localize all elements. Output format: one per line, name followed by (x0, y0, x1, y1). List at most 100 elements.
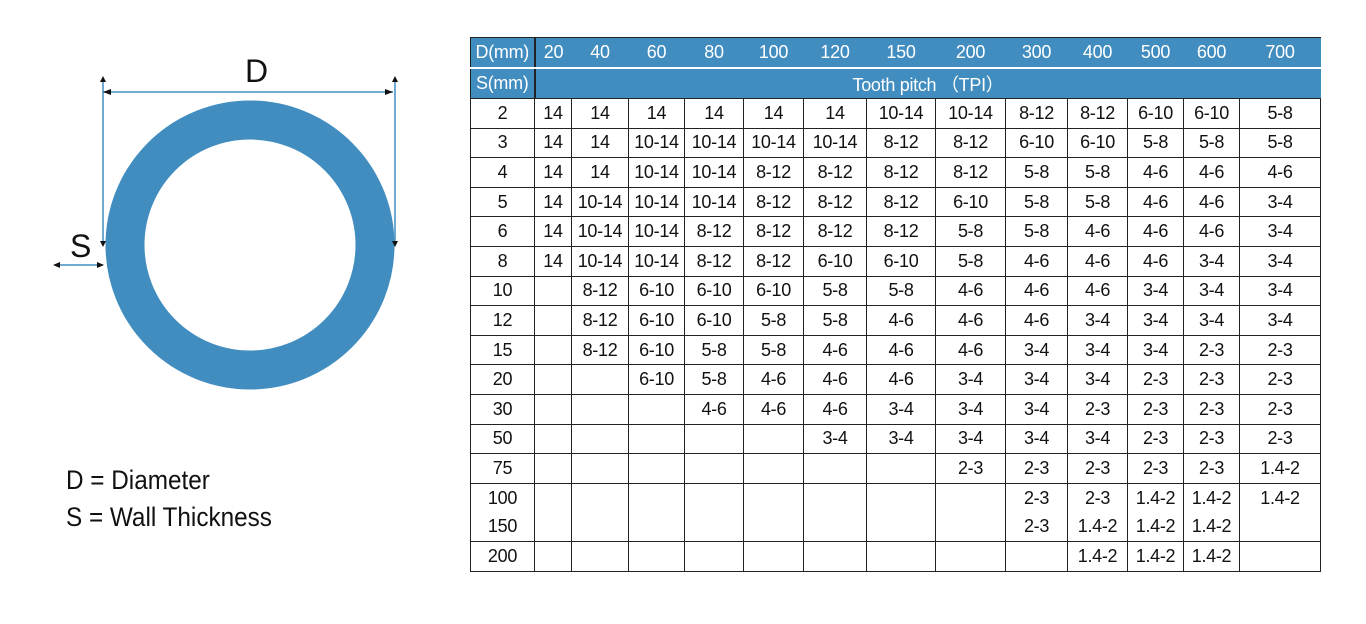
tpi-cell: 6-10 (628, 334, 685, 366)
tpi-cell (803, 453, 867, 484)
tpi-cell: 6-10 (628, 305, 685, 336)
arrowheads (53, 76, 398, 268)
tpi-cell: 4-6 (1005, 275, 1068, 307)
tpi-cell: 2-3 (1183, 453, 1240, 484)
wall-thickness-cell: 30 (470, 393, 535, 425)
tpi-cell: 10-14 (684, 186, 744, 218)
tpi-cell: 10-14 (803, 127, 867, 159)
tpi-cell: 3-4 (1067, 364, 1128, 395)
tpi-cell: 14 (803, 98, 867, 129)
pipe-cross-section-diagram: D S (53, 53, 398, 390)
tpi-cell: 4-6 (1067, 275, 1128, 307)
tpi-cell (684, 482, 744, 513)
tpi-cell: 8-12 (803, 216, 867, 247)
tpi-cell (743, 540, 804, 572)
tpi-cell: 10-14 (571, 245, 629, 277)
tpi-cell: 5-8 (684, 334, 744, 366)
tpi-cell: 14 (684, 98, 744, 129)
tpi-cell: 10-14 (628, 245, 685, 277)
tpi-cell: 4-6 (866, 364, 936, 395)
tpi-cell (534, 453, 572, 484)
tpi-cell: 3-4 (1005, 364, 1068, 395)
table-row: 3 14 14 10-14 10-14 10-14 10-14 8-12 8-12 6-10 6-1… (470, 127, 1321, 159)
tpi-cell: 5-8 (935, 245, 1006, 277)
tpi-cell (534, 482, 572, 513)
tpi-cell: 4-6 (1127, 216, 1184, 247)
tpi-cell: 2-3 (1067, 482, 1128, 513)
tpi-cell: 4-6 (684, 393, 744, 425)
tpi-cell: 8-12 (866, 216, 936, 247)
wall-thickness-label: S (70, 228, 91, 264)
tpi-cell: 6-10 (628, 364, 685, 395)
table-row: 6 14 10-14 10-14 8-12 8-12 8-12 8-12 5-8 5-8 4-6 4-… (470, 216, 1321, 247)
tpi-cell: 4-6 (743, 393, 804, 425)
tpi-cell: 14 (534, 245, 572, 277)
tpi-cell (1005, 540, 1068, 572)
tpi-cell: 1.4-2 (1127, 540, 1184, 572)
tpi-cell: 14 (534, 98, 572, 129)
tpi-cell: 4-6 (803, 364, 867, 395)
tpi-cell: 2-3 (1127, 364, 1184, 395)
tpi-cell: 3-4 (1005, 393, 1068, 425)
tpi-cell: 4-6 (866, 334, 936, 366)
tpi-cell: 1.4-2 (1067, 540, 1128, 572)
wall-thickness-cell: 150 (470, 512, 535, 542)
tpi-cell: 14 (571, 157, 629, 188)
tpi-cell: 8-12 (684, 245, 744, 277)
tpi-cell (743, 453, 804, 484)
tpi-cell: 8-12 (803, 157, 867, 188)
tpi-cell: 1.4-2 (1127, 512, 1184, 542)
tpi-cell: 2-3 (1183, 364, 1240, 395)
tpi-cell: 6-10 (1183, 98, 1240, 129)
tooth-pitch-span-label: Tooth pitch （TPI） (534, 67, 1321, 99)
tpi-cell: 2-3 (1005, 453, 1068, 484)
tpi-cell: 4-6 (1183, 216, 1240, 247)
tpi-cell: 8-12 (1005, 98, 1068, 129)
tpi-cell (866, 482, 936, 513)
tpi-cell: 3-4 (1239, 186, 1321, 218)
table-row: 10 8-12 6-10 6-10 6-10 5-8 5-8 4-6 4-6 4-6 3-4 3-4 3… (470, 275, 1321, 307)
tpi-cell: 4-6 (1127, 186, 1184, 218)
tpi-cell: 6-10 (684, 275, 744, 307)
tpi-cell: 5-8 (1005, 157, 1068, 188)
tpi-cell: 5-8 (803, 275, 867, 307)
wall-thickness-cell: 15 (470, 334, 535, 366)
tpi-cell (684, 423, 744, 455)
tpi-cell: 4-6 (803, 334, 867, 366)
diameter-header: 150 (866, 37, 936, 69)
tpi-cell: 2-3 (1239, 334, 1321, 366)
wall-thickness-cell: 10 (470, 275, 535, 307)
d-header: D(mm) (470, 37, 536, 69)
tpi-cell: 4-6 (935, 305, 1006, 336)
tpi-cell: 2-3 (1183, 334, 1240, 366)
tpi-cell: 2-3 (1183, 423, 1240, 455)
wall-thickness-cell: 3 (470, 127, 535, 159)
tpi-cell: 6-10 (743, 275, 804, 307)
wall-thickness-cell: 2 (470, 98, 535, 129)
tpi-cell: 8-12 (743, 245, 804, 277)
tpi-cell: 5-8 (743, 305, 804, 336)
tpi-cell (743, 482, 804, 513)
tpi-cell: 8-12 (571, 275, 629, 307)
tpi-cell: 3-4 (1127, 305, 1184, 336)
tpi-cell: 5-8 (1005, 186, 1068, 218)
tpi-cell: 2-3 (1005, 482, 1068, 513)
tpi-cell (628, 393, 685, 425)
legend-diameter: D = Diameter (66, 465, 210, 495)
s-header: S(mm) (470, 67, 536, 99)
tpi-cell: 8-12 (743, 186, 804, 218)
tpi-cell (1239, 540, 1321, 572)
tpi-cell: 5-8 (684, 364, 744, 395)
tpi-cell: 5-8 (935, 216, 1006, 247)
tpi-cell: 6-10 (803, 245, 867, 277)
tpi-cell (743, 423, 804, 455)
diameter-header: 20 (534, 37, 572, 69)
tpi-cell (571, 364, 629, 395)
tpi-cell: 8-12 (743, 157, 804, 188)
tpi-cell: 3-4 (1127, 334, 1184, 366)
table-row: 5 14 10-14 10-14 10-14 8-12 8-12 8-12 6-10 5-8 5-8… (470, 186, 1321, 218)
tpi-cell: 10-14 (628, 127, 685, 159)
tpi-cell (866, 512, 936, 542)
wall-thickness-cell: 12 (470, 305, 535, 336)
tpi-cell: 14 (534, 127, 572, 159)
